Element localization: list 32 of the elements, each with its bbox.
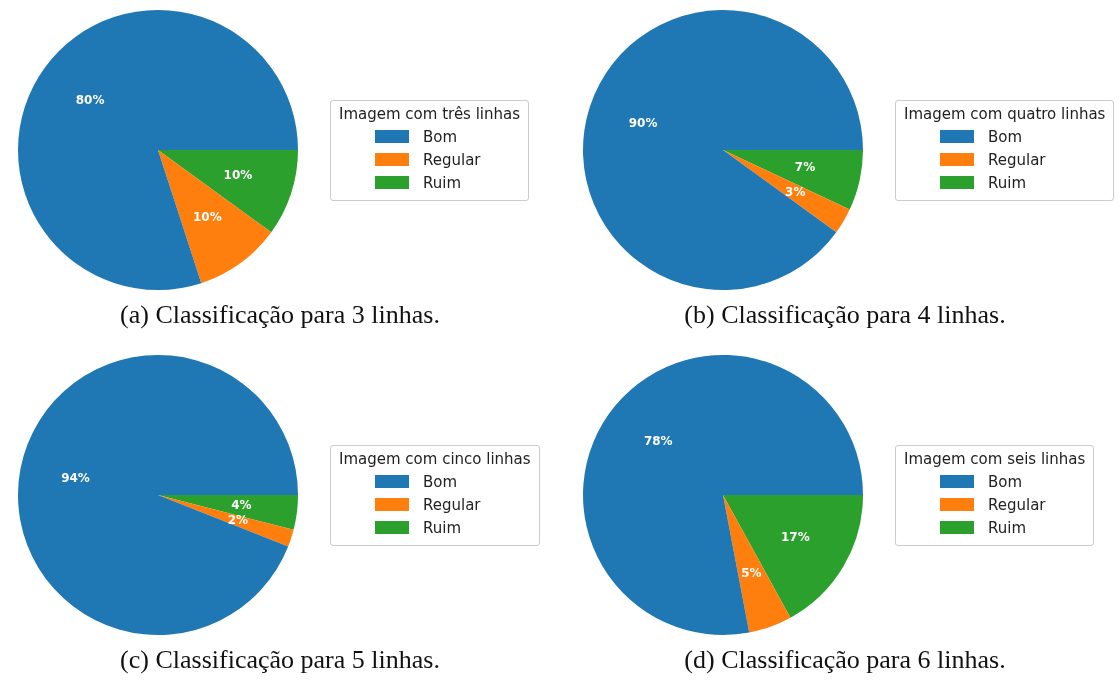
legend-label: Ruim [988, 518, 1027, 537]
legend-title: Imagem com cinco linhas [339, 450, 531, 468]
data-label: 78% [643, 433, 673, 448]
text: (c) Classificação para 5 linhas. [119, 645, 441, 675]
data-label: 7% [794, 160, 816, 175]
text: (b) Classificação para 4 linhas. [683, 300, 1007, 330]
legend-label: Regular [423, 150, 481, 169]
data-label: 10% [193, 210, 222, 225]
legend-label: Regular [423, 495, 481, 514]
data-label: 2% [227, 513, 249, 528]
data-label: 90% [628, 116, 658, 131]
data-label: 94% [61, 471, 90, 486]
legend-title: Imagem com quatro linhas [904, 105, 1106, 123]
legend-title: Imagem com seis linhas [904, 450, 1086, 468]
data-label: 10% [223, 168, 253, 183]
legend-label: Regular [988, 495, 1046, 514]
data-label: 80% [75, 92, 105, 107]
legend-label: Ruim [423, 518, 462, 537]
data-label: 3% [785, 184, 806, 199]
data-label: 17% [780, 529, 810, 544]
legend-label: Bom [988, 127, 1023, 146]
legend-label: Bom [423, 472, 458, 491]
legend-label: Regular [988, 150, 1046, 169]
text: (a) Classificação para 3 linhas. [119, 300, 441, 330]
legend-label: Ruim [988, 173, 1027, 192]
legend-title: Imagem com três linhas [339, 105, 521, 123]
legend-label: Bom [423, 127, 458, 146]
legend-label: Bom [988, 472, 1023, 491]
data-label: 4% [231, 497, 252, 512]
data-label: 5% [741, 566, 762, 581]
legend-label: Ruim [423, 173, 462, 192]
text: (d) Classificação para 6 linhas. [683, 645, 1007, 675]
